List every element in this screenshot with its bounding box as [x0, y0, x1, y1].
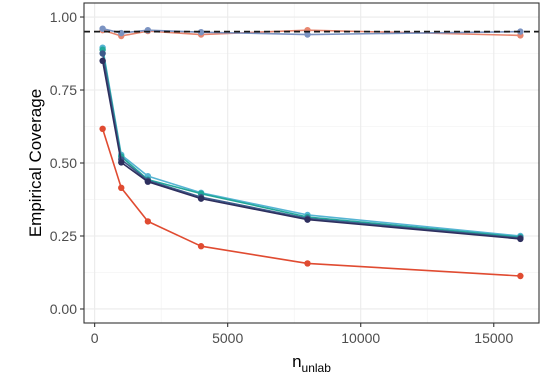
- y-tick-label: 0.25: [50, 228, 77, 244]
- data-point: [118, 184, 125, 192]
- data-point: [197, 28, 205, 36]
- data-point: [304, 31, 311, 38]
- data-point: [517, 28, 524, 35]
- data-point: [144, 218, 152, 225]
- series-line: [101, 60, 521, 240]
- y-tick-label: 0.50: [50, 155, 77, 171]
- series-line: [102, 29, 521, 37]
- data-point: [517, 235, 524, 243]
- data-point: [99, 50, 106, 57]
- x-tick-label: 15000: [474, 330, 513, 346]
- data-point: [99, 25, 106, 32]
- x-axis-title-subscript: unlab: [302, 361, 332, 375]
- y-tick-label: 0.00: [50, 301, 77, 317]
- grid: [84, 3, 539, 323]
- data-point: [99, 57, 106, 65]
- data-point: [144, 178, 152, 185]
- data-point: [197, 195, 205, 202]
- data-point: [517, 272, 524, 280]
- series-7: [99, 57, 524, 243]
- x-tick-label: 5000: [212, 330, 243, 346]
- x-tick-label: 10000: [341, 330, 380, 346]
- data-point: [304, 216, 311, 223]
- axes: 0 5000 10000 15000 0.00 0.25 0.50 0.75 1.00: [50, 9, 514, 346]
- data-point: [197, 243, 205, 250]
- data-point: [304, 260, 311, 267]
- y-tick-label: 0.75: [50, 82, 77, 98]
- x-tick-label: 0: [91, 330, 99, 346]
- series-3: [99, 125, 524, 280]
- series-line: [101, 128, 521, 277]
- y-axis-title: Empirical Coverage: [26, 89, 45, 237]
- data-point: [99, 125, 106, 133]
- x-axis-title-base: n: [292, 352, 301, 371]
- y-tick-label: 1.00: [50, 9, 77, 25]
- data-point: [118, 159, 125, 166]
- x-axis-title: nunlab: [292, 352, 331, 375]
